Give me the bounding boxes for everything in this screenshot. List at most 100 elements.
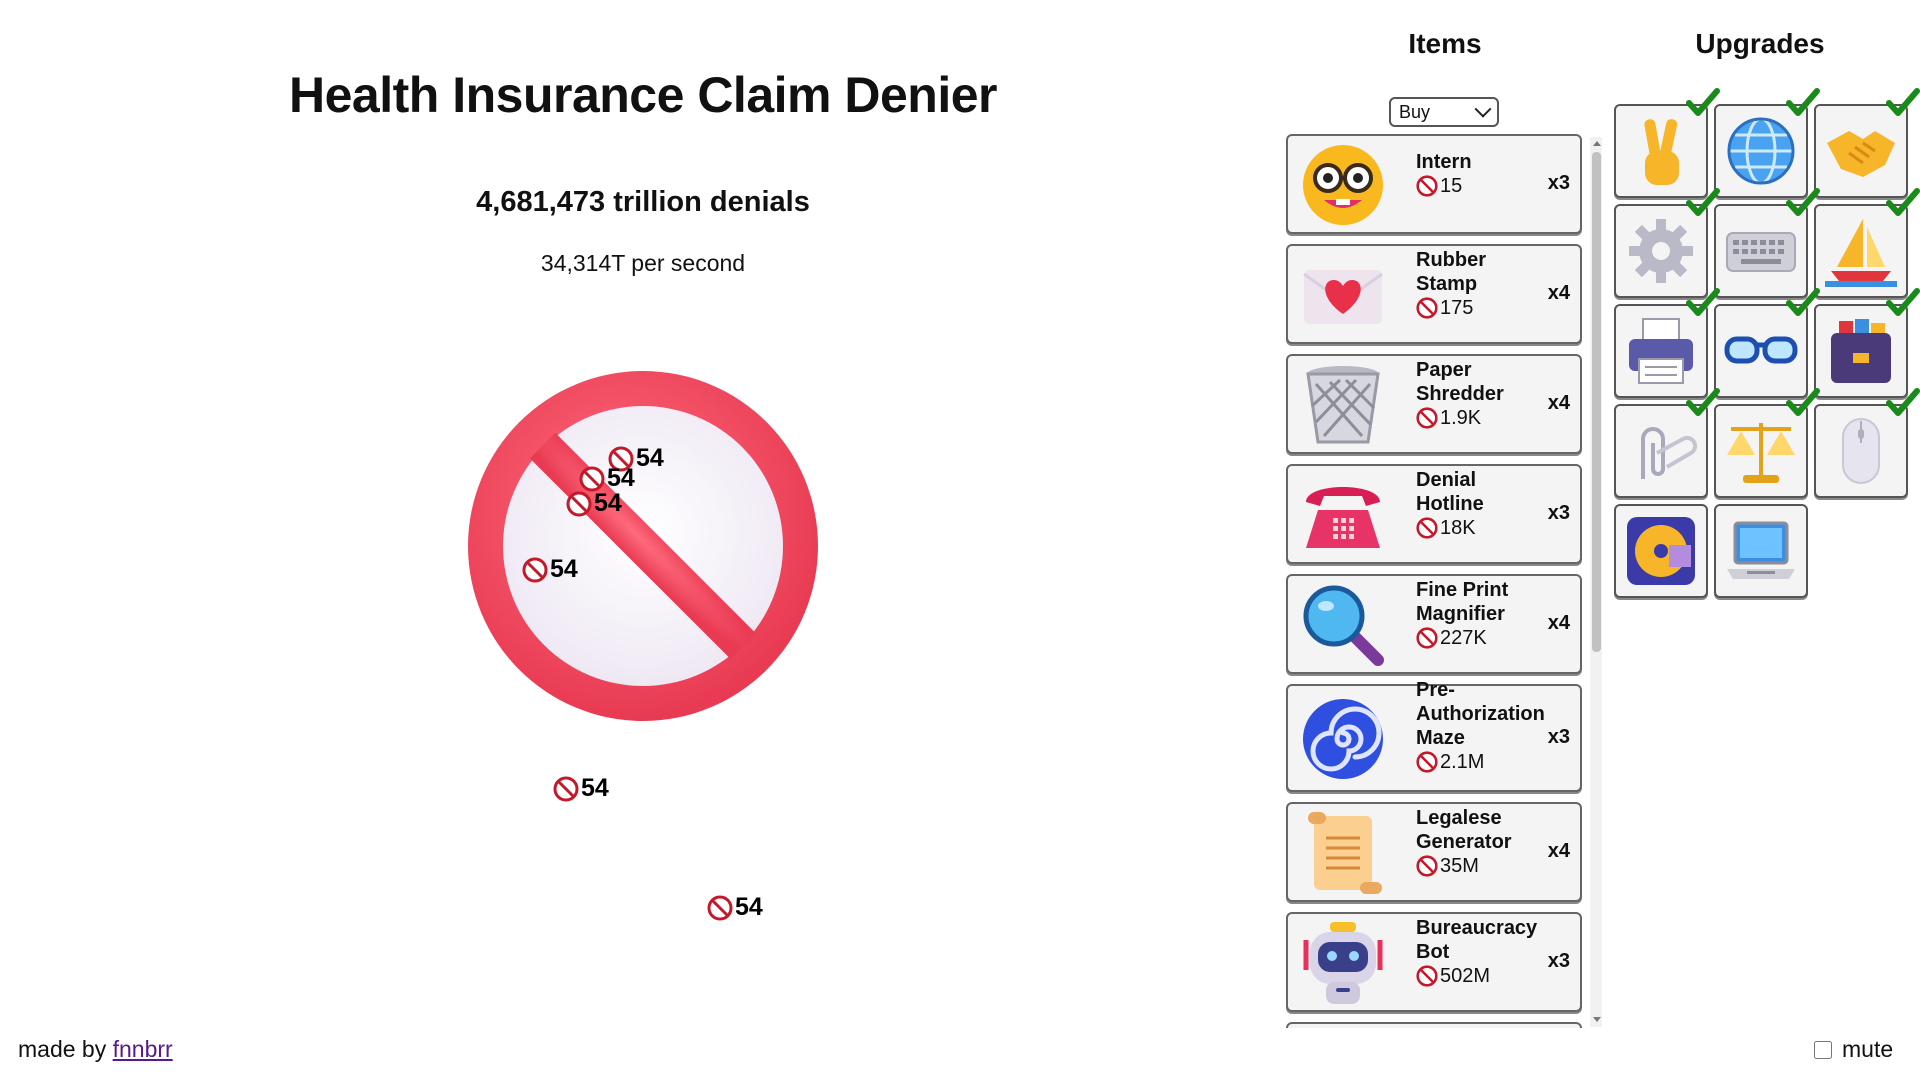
checkmark-icon [1686, 188, 1720, 216]
item-name: Bureaucracy Bot [1416, 917, 1538, 963]
prohibited-small-icon [1416, 175, 1438, 197]
items-scroll-thumb[interactable] [1592, 152, 1601, 652]
checkmark-icon [1886, 388, 1920, 416]
item-denial-hotline[interactable]: Denial Hotline 18K x3 [1286, 464, 1582, 564]
robot-icon [1303, 922, 1383, 1004]
prohibited-small-icon [1416, 297, 1438, 319]
item-rubber-stamp[interactable]: Rubber Stamp 175 x4 [1286, 244, 1582, 344]
computer-mouse-icon [1842, 418, 1880, 484]
denials-per-second: 34,314T per second [540, 250, 746, 276]
item-name: Pre-Authorization Maze [1416, 679, 1545, 749]
item-bureaucracy-bot[interactable]: Bureaucracy Bot 502M x3 [1286, 912, 1582, 1012]
scroll-up-arrow-icon[interactable] [1593, 141, 1601, 146]
upgrade-handshake[interactable] [1814, 88, 1920, 198]
wastebasket-icon [1306, 366, 1380, 444]
item-intern[interactable]: Intern 15 x3 [1286, 134, 1582, 234]
sailboat-icon [1825, 219, 1897, 287]
checkmark-icon [1886, 188, 1920, 216]
scroll-down-arrow-icon[interactable] [1593, 1017, 1601, 1022]
item-cost: 1.9K [1416, 406, 1546, 430]
item-count: x3 [1547, 950, 1570, 972]
balance-scale-icon [1727, 423, 1795, 483]
item-count: x4 [1547, 392, 1570, 414]
magnifying-glass-icon [1303, 585, 1384, 666]
gear-icon [1629, 219, 1693, 283]
checkmark-icon [1686, 288, 1720, 316]
mute-checkbox[interactable] [1814, 1040, 1832, 1059]
checkmark-icon [1786, 188, 1820, 216]
item-fine-print-magnifier[interactable]: Fine Print Magnifier 227K x4 [1286, 574, 1582, 674]
item-count: x3 [1547, 172, 1570, 194]
game-title: Health Insurance Claim Denier [289, 67, 997, 123]
upgrade-laptop[interactable] [1714, 504, 1808, 598]
prohibited-small-icon [553, 776, 579, 801]
globe-icon [1727, 117, 1795, 185]
upgrade-glasses[interactable] [1714, 288, 1820, 398]
nerd-face-icon [1303, 145, 1383, 225]
upgrade-globe[interactable] [1714, 88, 1820, 198]
item-count: x4 [1547, 840, 1570, 862]
buy-sell-select[interactable]: Buy [1389, 97, 1499, 127]
checkmark-icon [1786, 288, 1820, 316]
upgrade-sailboat[interactable] [1814, 188, 1920, 298]
checkmark-icon [1786, 88, 1820, 116]
glasses-icon [1724, 336, 1798, 364]
spiral-icon [1303, 699, 1383, 779]
upgrade-computer-mouse[interactable] [1814, 388, 1920, 498]
item-next-partial[interactable] [1286, 1022, 1582, 1028]
upgrade-printer[interactable] [1614, 288, 1720, 398]
keyboard-icon [1726, 232, 1796, 272]
upgrade-victory-hand[interactable] [1614, 88, 1720, 198]
author-link[interactable]: fnnbrr [112, 1036, 173, 1062]
prohibited-small-icon [1416, 627, 1438, 649]
checkmark-icon [1686, 88, 1720, 116]
item-cost: 502M [1416, 964, 1546, 988]
mute-label: mute [1842, 1036, 1894, 1062]
item-pre-authorization-maze[interactable]: Pre-Authorization Maze 2.1M x3 [1286, 679, 1582, 792]
optical-disk-icon [1627, 517, 1695, 585]
floating-denial-number: 54 [707, 893, 763, 922]
prohibited-small-icon [1416, 517, 1438, 539]
item-count: x3 [1547, 726, 1570, 748]
made-by-credit: made by fnnbrr [18, 1036, 173, 1062]
prohibited-small-icon [1416, 965, 1438, 987]
items-list[interactable]: Intern 15 x3 Rubber Stamp 175 [1286, 134, 1602, 1028]
prohibited-small-icon [707, 895, 733, 920]
item-count: x4 [1547, 282, 1570, 304]
item-name: Fine Print Magnifier [1416, 579, 1509, 625]
checkmark-icon [1886, 288, 1920, 316]
item-cost: 15 [1416, 174, 1546, 198]
item-paper-shredder[interactable]: Paper Shredder 1.9K x4 [1286, 354, 1582, 454]
denials-counter: 4,681,473 trillion denials [476, 186, 810, 218]
upgrades-heading: Upgrades [1695, 28, 1825, 59]
upgrade-keyboard[interactable] [1714, 188, 1820, 298]
upgrade-gear[interactable] [1614, 188, 1720, 298]
prohibited-small-icon [1416, 751, 1438, 773]
item-cost: 227K [1416, 626, 1546, 650]
handshake-icon [1827, 131, 1895, 177]
upgrade-optical-disk[interactable] [1614, 504, 1708, 598]
item-cost: 175 [1416, 296, 1546, 320]
item-count: x4 [1547, 612, 1570, 634]
floating-denial-number: 54 [553, 774, 609, 803]
prohibited-small-icon [1416, 407, 1438, 429]
checkmark-icon [1686, 388, 1720, 416]
laptop-icon [1727, 521, 1795, 579]
item-legalese-generator[interactable]: Legalese Generator 35M x4 [1286, 802, 1582, 902]
paperclips-icon [1641, 427, 1698, 479]
telephone-icon [1306, 487, 1380, 548]
scroll-icon [1308, 812, 1382, 894]
mute-toggle[interactable]: mute [1814, 1036, 1893, 1063]
item-name: Paper Shredder [1416, 359, 1504, 405]
item-name: Denial Hotline [1416, 469, 1484, 515]
upgrade-paperclips[interactable] [1614, 388, 1720, 498]
upgrade-balance-scale[interactable] [1714, 388, 1820, 498]
item-name: Legalese Generator [1416, 807, 1512, 853]
item-count: x3 [1547, 502, 1570, 524]
upgrade-card-file-box[interactable] [1814, 288, 1920, 398]
item-name: Rubber Stamp [1416, 249, 1486, 295]
item-cost: 18K [1416, 516, 1546, 540]
deny-claim-button[interactable] [467, 370, 819, 722]
printer-icon [1629, 318, 1693, 384]
